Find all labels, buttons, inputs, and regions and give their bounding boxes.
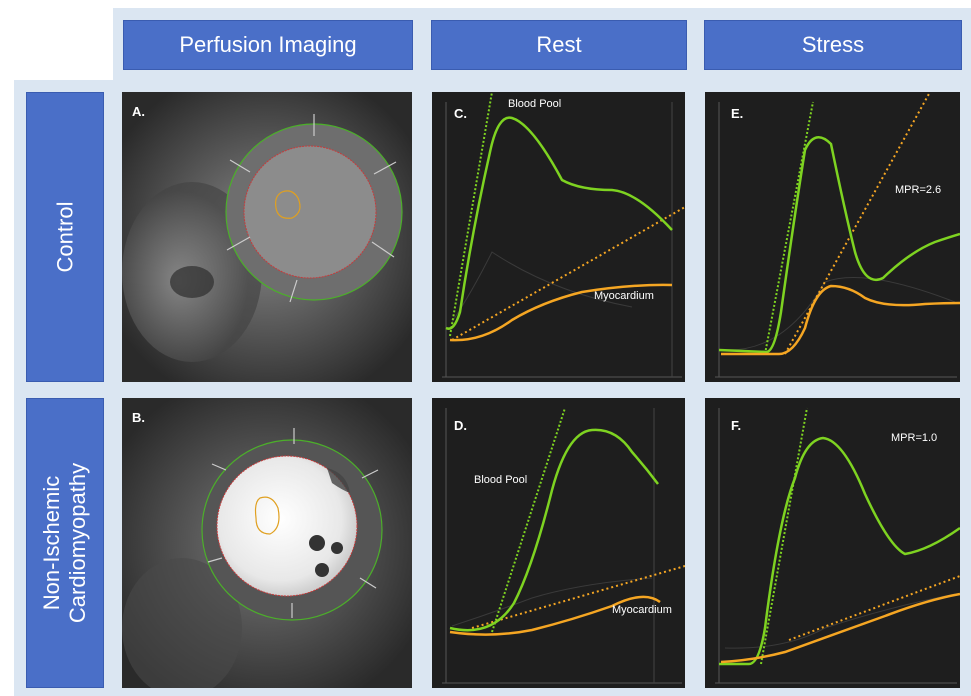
- panel-e-stress-curves: E. MPR=2.6: [705, 92, 960, 382]
- panel-c-label: C.: [454, 106, 467, 121]
- column-header-stress-label: Stress: [801, 32, 865, 57]
- panel-f-label: F.: [731, 418, 742, 433]
- panel-b-perfusion-image: B.: [122, 398, 412, 688]
- panel-c-blood-pool-label: Blood Pool: [508, 98, 562, 110]
- column-header-rest: Rest: [431, 20, 687, 70]
- row-header-nicm-line1: Non-Ischemic: [39, 475, 64, 611]
- panel-d-blood-pool-label: Blood Pool: [474, 474, 528, 486]
- column-header-stress: Stress: [704, 20, 962, 70]
- column-header-rest-label: Rest: [536, 32, 582, 57]
- panel-d-myocardium-label: Myocardium: [612, 604, 672, 616]
- column-header-perfusion: Perfusion Imaging: [123, 20, 413, 70]
- panel-a-label: A.: [132, 104, 145, 119]
- row-header-nicm: Non-Ischemic Cardiomyopathy: [26, 398, 104, 688]
- panel-d-label: D.: [454, 418, 467, 433]
- row-header-nicm-line2: Cardiomyopathy: [65, 462, 90, 624]
- panel-e-label: E.: [731, 106, 744, 121]
- panel-b-label: B.: [132, 410, 145, 425]
- panel-a-perfusion-image: A.: [122, 92, 412, 382]
- column-header-perfusion-label: Perfusion Imaging: [179, 32, 357, 57]
- panel-c-rest-curves: C. Blood Pool Myocardium: [432, 92, 685, 382]
- panel-e-mpr-label: MPR=2.6: [895, 184, 942, 196]
- panel-c-myocardium-label: Myocardium: [594, 290, 654, 302]
- row-header-control: Control: [26, 92, 104, 382]
- panel-f-stress-curves: F. MPR=1.0: [705, 398, 960, 688]
- panel-f-mpr-label: MPR=1.0: [891, 432, 938, 444]
- row-header-control-label: Control: [51, 201, 77, 273]
- panel-d-rest-curves: D. Blood Pool Myocardium: [432, 398, 685, 688]
